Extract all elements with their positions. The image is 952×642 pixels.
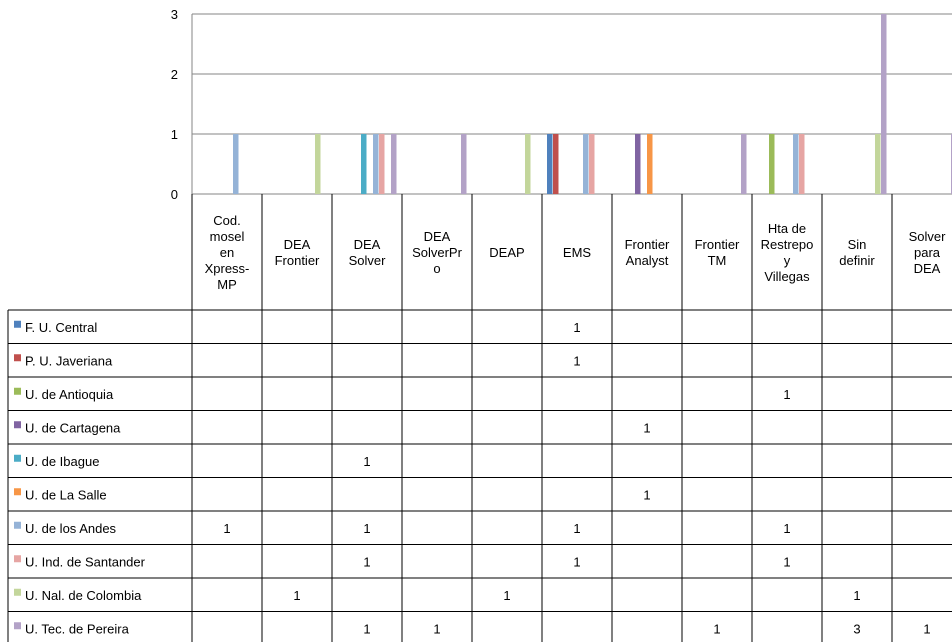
- data-label: 1: [783, 387, 790, 402]
- legend-key: [14, 488, 21, 496]
- y-tick-label: 0: [171, 187, 178, 202]
- category-label: Hta de Restrepo y Villegas: [761, 221, 814, 284]
- bar: [233, 134, 239, 194]
- data-label: 1: [363, 521, 370, 536]
- category-label: DEAP: [489, 245, 524, 260]
- bar: [583, 134, 589, 194]
- data-label: 1: [923, 621, 930, 636]
- bar: [741, 134, 747, 194]
- category-label: DEA Frontier: [275, 237, 320, 268]
- bar: [391, 134, 397, 194]
- legend-key: [14, 521, 21, 529]
- bar: [875, 134, 881, 194]
- series-label: P. U. Javeriana: [25, 353, 113, 368]
- series-label: F. U. Central: [25, 320, 97, 335]
- category-label: Solver para DEA: [909, 229, 947, 276]
- series-label: U. de Ibague: [25, 454, 99, 469]
- bar: [547, 134, 553, 194]
- bar: [361, 134, 367, 194]
- series-label: U. de Cartagena: [25, 420, 121, 435]
- category-label: Frontier Analyst: [625, 237, 670, 268]
- legend-key: [14, 320, 21, 328]
- bar: [315, 134, 321, 194]
- series-label: U. Nal. de Colombia: [25, 588, 142, 603]
- legend-key: [14, 421, 21, 429]
- y-tick-label: 3: [171, 7, 178, 22]
- series-label: U. de La Salle: [25, 487, 107, 502]
- data-label: 3: [853, 621, 860, 636]
- data-label: 1: [573, 353, 580, 368]
- data-label: 1: [713, 621, 720, 636]
- data-label: 1: [573, 320, 580, 335]
- bar: [379, 134, 385, 194]
- data-label: 1: [573, 521, 580, 536]
- data-label: 1: [223, 521, 230, 536]
- bar: [553, 134, 559, 194]
- legend-key: [14, 387, 21, 395]
- data-label: 1: [643, 420, 650, 435]
- data-label: 1: [433, 621, 440, 636]
- category-label: EMS: [563, 245, 592, 260]
- bar: [769, 134, 775, 194]
- bar: [881, 14, 887, 194]
- legend-key: [14, 555, 21, 563]
- bar: [635, 134, 641, 194]
- category-label: Sin definir: [839, 237, 875, 268]
- series-label: U. Ind. de Santander: [25, 554, 146, 569]
- bar: [461, 134, 467, 194]
- legend-key: [14, 354, 21, 362]
- bar: [793, 134, 799, 194]
- series-label: U. de los Andes: [25, 521, 117, 536]
- data-label: 1: [853, 588, 860, 603]
- data-label: 1: [573, 554, 580, 569]
- legend-key: [14, 588, 21, 596]
- bar: [647, 134, 653, 194]
- y-tick-label: 2: [171, 67, 178, 82]
- legend-key: [14, 454, 21, 462]
- data-label: 1: [783, 554, 790, 569]
- bar: [373, 134, 379, 194]
- series-label: U. de Antioquia: [25, 387, 114, 402]
- bar: [799, 134, 805, 194]
- category-label: Cod. mosel en Xpress-MP: [205, 213, 250, 292]
- data-label: 1: [503, 588, 510, 603]
- category-label: DEA SolverPr o: [412, 229, 463, 276]
- legend-key: [14, 622, 21, 630]
- category-label: Frontier TM: [695, 237, 740, 268]
- series-label: U. Tec. de Pereira: [25, 621, 130, 636]
- bar: [589, 134, 595, 194]
- bar: [525, 134, 531, 194]
- y-tick-label: 1: [171, 127, 178, 142]
- data-label: 1: [363, 454, 370, 469]
- data-label: 1: [783, 521, 790, 536]
- category-label: DEA Solver: [349, 237, 387, 268]
- data-label: 1: [293, 588, 300, 603]
- data-label: 1: [363, 554, 370, 569]
- data-label: 1: [643, 487, 650, 502]
- data-label: 1: [363, 621, 370, 636]
